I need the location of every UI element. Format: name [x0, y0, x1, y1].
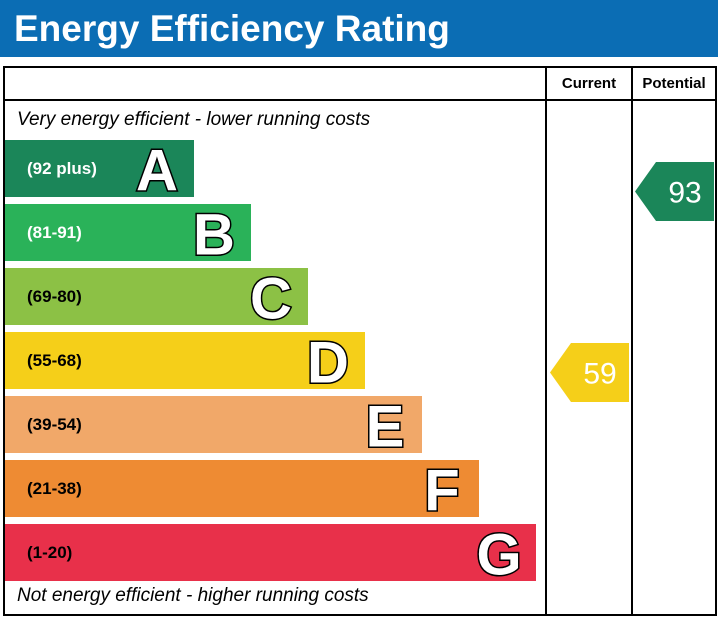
rating-band-f: (21-38) F: [5, 460, 479, 517]
band-range-label: (81-91): [27, 222, 82, 242]
band-letter-icon: F: [423, 460, 461, 517]
potential-score-column: 93: [631, 101, 715, 614]
band-letter-icon: C: [249, 268, 294, 325]
table-body-row: Very energy efficient - lower running co…: [5, 101, 715, 614]
potential-rating-value: 93: [668, 177, 701, 210]
top-caption: Very energy efficient - lower running co…: [17, 109, 371, 130]
band-letter-icon: D: [306, 332, 351, 389]
current-score-column: 59: [545, 101, 631, 614]
band-letter-text: A: [136, 140, 178, 197]
bottom-caption: Not energy efficient - higher running co…: [17, 585, 369, 606]
band-letter-text: E: [366, 396, 405, 453]
band-letter-text: B: [193, 204, 235, 261]
band-range-label: (39-54): [27, 414, 82, 434]
band-range-label: (55-68): [27, 350, 82, 370]
title-bar: Energy Efficiency Rating: [0, 0, 718, 57]
band-letter-icon: G: [475, 524, 523, 581]
rating-band-a: (92 plus) A: [5, 140, 194, 197]
current-column-header: Current: [545, 68, 631, 99]
table-header-row: Current Potential: [5, 68, 715, 101]
epc-rating-table: Current Potential Very energy efficient …: [3, 66, 717, 616]
band-range-label: (69-80): [27, 286, 82, 306]
band-range-label: (92 plus): [27, 158, 97, 178]
band-range-label: (1-20): [27, 542, 73, 562]
potential-rating-arrow-icon: 93: [635, 162, 714, 221]
potential-column-header: Potential: [631, 68, 715, 99]
page-title: Energy Efficiency Rating: [14, 7, 450, 49]
band-letter-text: D: [307, 332, 349, 389]
rating-band-c: (69-80) C: [5, 268, 308, 325]
band-range-label: (21-38): [27, 478, 82, 498]
rating-band-e: (39-54) E: [5, 396, 422, 453]
rating-bands-column: Very energy efficient - lower running co…: [5, 101, 545, 614]
band-letter-text: G: [476, 524, 521, 581]
current-rating-value: 59: [583, 358, 616, 391]
rating-band-b: (81-91) B: [5, 204, 251, 261]
rating-band-g: (1-20) G: [5, 524, 536, 581]
band-letter-icon: A: [135, 140, 180, 197]
band-letter-icon: B: [192, 204, 237, 261]
current-rating-arrow-shape: [550, 343, 629, 402]
rating-band-d: (55-68) D: [5, 332, 365, 389]
current-rating-arrow-icon: 59: [550, 343, 629, 402]
band-column-header: [5, 68, 545, 99]
band-letter-icon: E: [364, 396, 406, 453]
potential-rating-arrow-shape: [635, 162, 714, 221]
band-letter-text: C: [250, 268, 292, 325]
band-letter-text: F: [424, 460, 459, 517]
